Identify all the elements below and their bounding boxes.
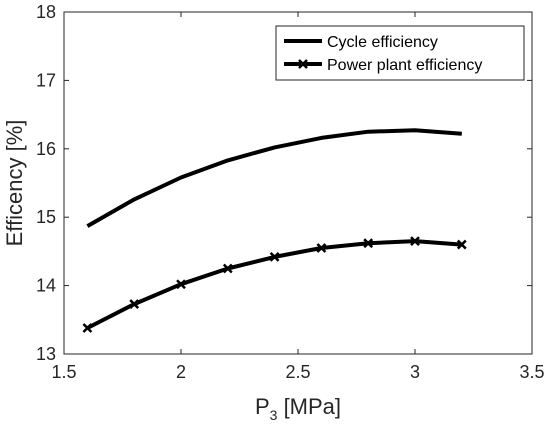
data-point-power-plant-efficiency <box>363 238 374 249</box>
x-tick-label: 2 <box>176 362 186 382</box>
x-tick-label: 3.5 <box>519 362 544 382</box>
x-axis-title-subscript: 3 <box>270 407 278 423</box>
data-point-power-plant-efficiency <box>269 251 280 262</box>
series-line-cycle-efficiency <box>86 128 462 228</box>
legend-box <box>275 25 525 81</box>
data-point-power-plant-efficiency <box>410 236 420 247</box>
legend-label-cycle: Cycle efficiency <box>327 34 438 51</box>
data-point-power-plant-efficiency <box>176 279 186 290</box>
y-tick-label: 18 <box>36 2 56 22</box>
legend-marker-power-plant <box>298 59 308 69</box>
x-tick-label: 1.5 <box>51 362 76 382</box>
data-point-power-plant-efficiency <box>129 299 140 309</box>
series-layer <box>82 128 467 333</box>
y-tick-label: 14 <box>36 276 56 296</box>
data-point-power-plant-efficiency <box>222 263 233 274</box>
y-tick-label: 16 <box>36 139 56 159</box>
x-axis-title-main: P <box>255 394 270 419</box>
legend-label-power-plant: Power plant efficiency <box>327 57 482 74</box>
x-axis-title: P3 [MPa] <box>255 394 341 423</box>
y-tick-label: 15 <box>36 207 56 227</box>
data-point-power-plant-efficiency <box>456 239 467 250</box>
y-axis-title: Efficency [%] <box>2 120 27 247</box>
x-tick-label: 3 <box>410 362 420 382</box>
y-tick-label: 13 <box>36 344 56 364</box>
y-tick-label: 17 <box>36 70 56 90</box>
data-point-power-plant-efficiency <box>316 243 327 253</box>
data-point-power-plant-efficiency <box>82 323 93 333</box>
legend: Cycle efficiency Power plant efficiency <box>275 25 525 81</box>
x-axis-title-suffix: [MPa] <box>277 394 341 419</box>
axis-ticks: 1.5 2 2.5 3 3.5 13 14 15 16 17 18 <box>36 2 545 382</box>
x-tick-label: 2.5 <box>285 362 310 382</box>
